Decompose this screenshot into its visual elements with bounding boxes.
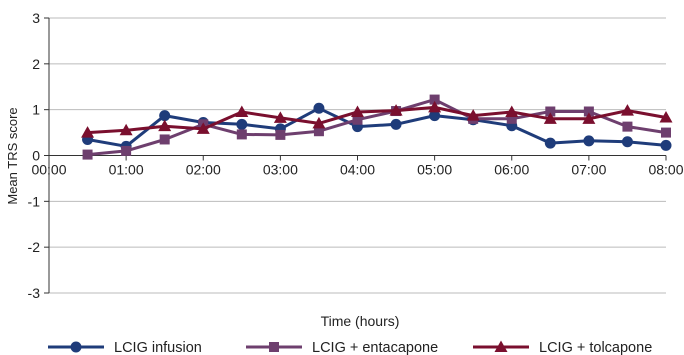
data-point [351, 105, 364, 117]
x-tick-label: 01:00 [109, 162, 144, 178]
data-point [196, 122, 210, 134]
data-point [660, 139, 672, 151]
data-point [121, 145, 132, 156]
series-line [87, 98, 667, 157]
data-point [466, 109, 480, 121]
series-group [81, 94, 673, 160]
y-axis-label: Mean TRS score [5, 107, 20, 204]
data-point [659, 110, 673, 123]
data-point [429, 94, 440, 105]
legend-label: LCIG + entacapone [312, 340, 438, 355]
data-point [158, 119, 172, 132]
data-point [389, 104, 403, 116]
data-point [159, 110, 171, 122]
data-point [159, 134, 170, 145]
legend-marker [269, 342, 279, 352]
data-point [544, 137, 556, 149]
series-line [87, 106, 667, 148]
data-point [543, 112, 557, 124]
data-point [119, 123, 133, 136]
y-axis-ticks: 3 2 1 0 -1 -2 -3 [28, 10, 49, 301]
data-point [622, 121, 633, 132]
x-tick-label: 06:00 [494, 162, 529, 178]
y-tick-label: 0 [32, 148, 40, 164]
y-tick-label: -3 [28, 285, 41, 301]
x-axis-label: Time (hours) [321, 313, 400, 329]
data-point [313, 102, 325, 114]
legend-marker [494, 340, 508, 352]
x-tick-label: 05:00 [417, 162, 452, 178]
data-point [390, 118, 402, 130]
data-point [352, 114, 363, 125]
x-tick-label: 02:00 [186, 162, 221, 178]
series-line [87, 105, 667, 135]
legend-item: LCIG infusion [48, 340, 202, 355]
data-point [661, 127, 671, 138]
x-tick-label: 08:00 [648, 162, 683, 178]
legend-marker [70, 341, 82, 353]
data-point [505, 105, 519, 117]
series-triangle [81, 100, 673, 138]
data-point [582, 112, 596, 124]
data-point [506, 113, 517, 124]
legend-label: LCIG + tolcapone [539, 340, 652, 355]
y-tick-label: -2 [28, 239, 41, 255]
data-point [313, 126, 324, 137]
x-tick-label: 04:00 [340, 162, 375, 178]
data-point [235, 105, 249, 117]
series-square [82, 94, 671, 160]
data-point [583, 135, 595, 147]
x-tick-label: 07:00 [571, 162, 606, 178]
data-point [236, 129, 247, 140]
data-point [275, 129, 286, 140]
x-tick-label: 03:00 [263, 162, 298, 178]
data-point [82, 149, 93, 160]
data-point [583, 106, 594, 117]
y-tick-label: 2 [32, 56, 40, 72]
data-point [620, 104, 634, 116]
y-tick-label: 1 [32, 102, 40, 118]
data-point [81, 126, 95, 138]
data-point [621, 136, 633, 148]
data-point [273, 111, 287, 123]
data-point [312, 116, 326, 129]
legend: LCIG infusion LCIG + entacapone LCIG + tol… [48, 340, 652, 355]
legend-item: LCIG + entacapone [246, 340, 438, 355]
x-tick-label: 00:00 [31, 162, 66, 178]
data-point [545, 106, 556, 117]
y-tick-label: 3 [32, 10, 40, 26]
legend-item: LCIG + tolcapone [473, 340, 652, 355]
legend-label: LCIG infusion [114, 340, 202, 355]
y-tick-label: -1 [28, 193, 41, 209]
data-point [236, 118, 248, 130]
x-axis-ticks: 00:00 01:00 02:00 03:00 04:00 05:00 06:00 07:00… [31, 155, 684, 178]
data-point [429, 110, 441, 122]
data-point [428, 100, 442, 113]
